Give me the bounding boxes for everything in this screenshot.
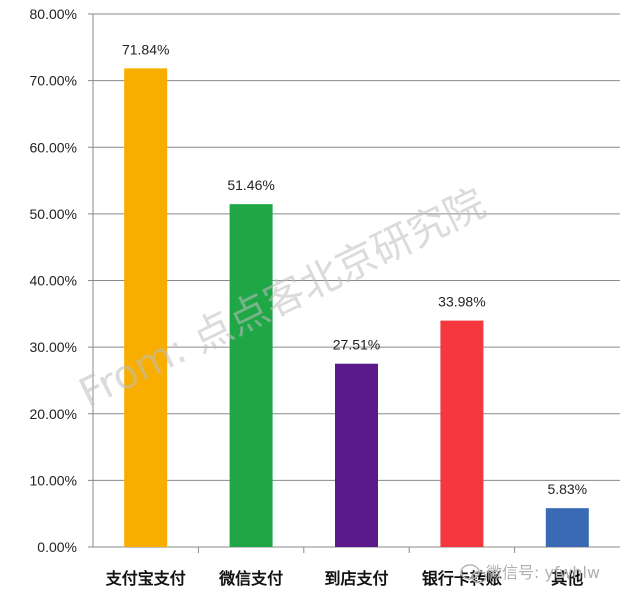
bar — [335, 363, 378, 547]
bar — [440, 320, 484, 547]
y-tick-label: 10.00% — [30, 472, 77, 488]
wechat-credit: 微信号: yfwhlw — [460, 563, 600, 584]
y-tick-label: 80.00% — [30, 6, 77, 22]
category-labels: 支付宝支付 微信支付 到店支付 银行卡转账 其他 — [105, 547, 583, 588]
bar — [229, 204, 273, 547]
category-label: 其他 — [551, 569, 583, 588]
category-label: 微信支付 — [218, 569, 283, 588]
data-label: 33.98% — [438, 294, 485, 310]
y-tick-labels: 0.00% 10.00% 20.00% 30.00% 40.00% 50.00% 60.00… — [30, 6, 93, 555]
y-tick-label: 40.00% — [30, 273, 77, 289]
bar — [124, 68, 168, 547]
data-label: 71.84% — [122, 41, 169, 57]
bar — [545, 508, 589, 547]
data-labels: 71.84% 51.46% 27.51% 33.98% 5.83% — [122, 41, 587, 497]
category-label: 银行卡转账 — [422, 569, 502, 588]
wechat-credit-text: 微信号: yfwhlw — [486, 563, 600, 582]
category-label: 支付宝支付 — [105, 569, 186, 588]
y-tick-label: 0.00% — [37, 539, 77, 555]
y-tick-label: 70.00% — [30, 73, 77, 89]
data-label: 27.51% — [333, 337, 380, 353]
gridlines — [93, 13, 620, 481]
wechat-icon — [460, 564, 487, 584]
data-label: 5.83% — [547, 481, 587, 497]
data-label: 51.46% — [227, 177, 274, 193]
y-tick-label: 60.00% — [30, 139, 77, 155]
bars — [124, 68, 589, 547]
y-tick-label: 30.00% — [30, 339, 77, 355]
y-tick-label: 50.00% — [30, 206, 77, 222]
y-tick-label: 20.00% — [30, 406, 77, 422]
category-label: 到店支付 — [324, 569, 388, 588]
